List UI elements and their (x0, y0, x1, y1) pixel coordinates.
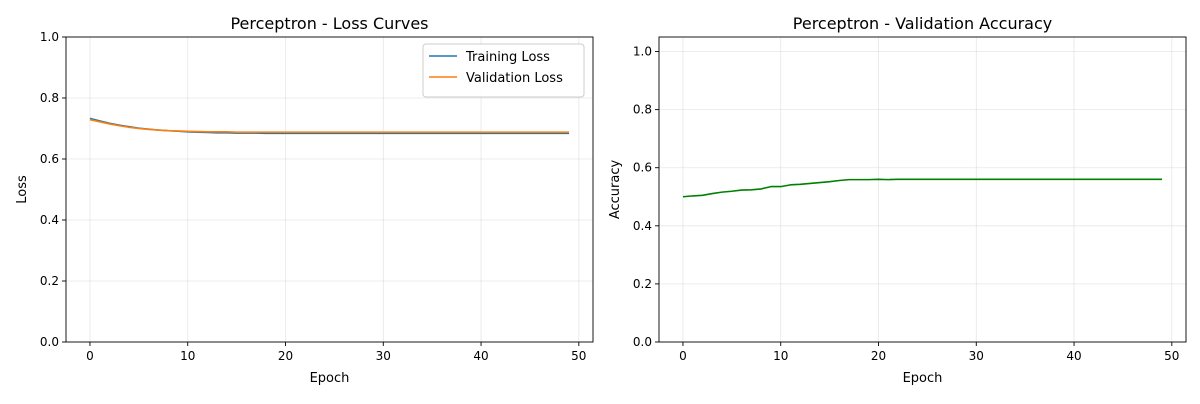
legend-box (422, 43, 585, 98)
x-tick-label: 0 (86, 349, 94, 363)
y-tick-label: 0.8 (40, 91, 59, 105)
x-tick-label: 30 (969, 349, 984, 363)
y-tick-label: 0.0 (633, 335, 652, 349)
legend-label: Training Loss (465, 50, 550, 65)
x-tick-label: 50 (1164, 349, 1179, 363)
y-axis-label: Loss (15, 175, 30, 204)
y-tick-label: 1.0 (40, 30, 59, 44)
y-axis-label: Accuracy (608, 160, 623, 220)
y-tick-label: 0.6 (633, 161, 652, 175)
axes-frame (658, 36, 1187, 343)
y-tick-label: 0.0 (40, 335, 59, 349)
y-tick-label: 0.2 (633, 277, 652, 291)
legend-label: Validation Loss (466, 71, 563, 86)
y-tick-label: 0.4 (40, 213, 59, 227)
validation-loss-line (89, 118, 570, 133)
x-axis-label: Epoch (903, 371, 943, 386)
x-tick-label: 10 (180, 349, 195, 363)
y-tick-label: 0.2 (40, 274, 59, 288)
y-tick-label: 0.8 (633, 103, 652, 117)
x-axis-label: Epoch (310, 371, 350, 386)
x-tick-label: 30 (376, 349, 391, 363)
accuracy-line (682, 178, 1163, 198)
y-tick-label: 1.0 (633, 45, 652, 59)
training-loss-line (89, 117, 570, 135)
x-tick-label: 40 (473, 349, 488, 363)
x-tick-label: 20 (871, 349, 886, 363)
x-tick-label: 20 (278, 349, 293, 363)
panel-2: 0 10 20 30 40 50 0.0 0.2 0.4 0.6 0.8 1.0 Perceptron … (608, 14, 1187, 386)
y-tick-label: 0.6 (40, 152, 59, 166)
x-tick-label: 40 (1066, 349, 1081, 363)
panel-1: 0 10 20 30 40 50 0.0 0.2 0.4 0.6 0.8 1.0 Perceptron … (15, 14, 594, 386)
legend: Training Loss Validation Loss (422, 43, 585, 98)
y-tick-label: 0.4 (633, 219, 652, 233)
chart-title: Perceptron - Validation Accuracy (793, 14, 1052, 33)
x-tick-label: 0 (679, 349, 687, 363)
x-tick-label: 50 (571, 349, 586, 363)
chart-title: Perceptron - Loss Curves (230, 14, 428, 33)
axes-frame (65, 36, 594, 343)
x-tick-label: 10 (773, 349, 788, 363)
